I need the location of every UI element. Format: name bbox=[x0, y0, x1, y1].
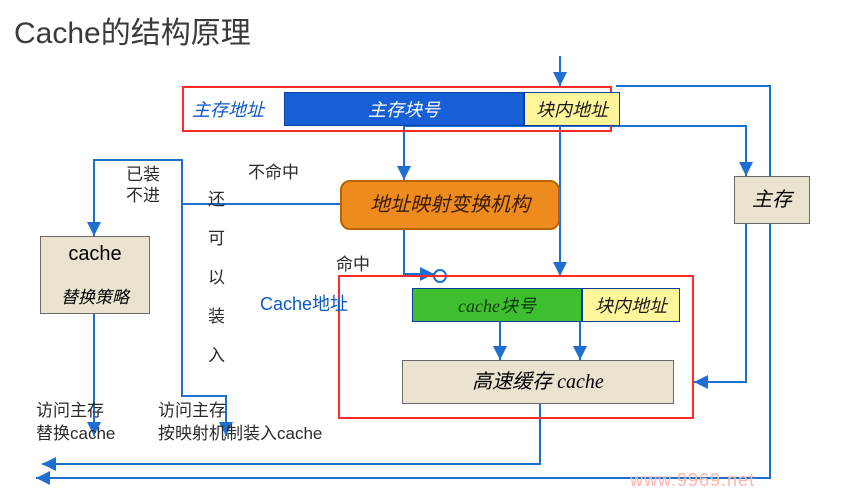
addr-segment: cache块号 bbox=[412, 288, 582, 322]
addr-segment: 块内地址 bbox=[524, 92, 620, 126]
main-memory-address-segments: 主存块号块内地址 bbox=[284, 92, 620, 126]
cache-replace-policy-box: cache替换策略 bbox=[40, 236, 150, 314]
label-can-load: 还 可 以 装 入 bbox=[208, 190, 225, 366]
label-loaded-cannot: 已装不进 bbox=[126, 164, 160, 207]
addr-segment: 主存块号 bbox=[284, 92, 524, 126]
cache-address-label: Cache地址 bbox=[260, 290, 348, 316]
addr-segment: 块内地址 bbox=[582, 288, 680, 322]
label-hit: 命中 bbox=[336, 250, 370, 275]
label-miss: 不命中 bbox=[248, 158, 299, 183]
main-memory-box: 主存 bbox=[734, 176, 810, 224]
cache-box: 高速缓存 cache bbox=[402, 360, 674, 404]
cache-address-segments: cache块号块内地址 bbox=[412, 288, 680, 322]
main-memory-address-label: 主存地址 bbox=[192, 96, 282, 122]
page-title: Cache的结构原理 bbox=[14, 8, 251, 52]
address-mapping-unit: 地址映射变换机构 bbox=[340, 180, 560, 230]
label-visit-replace: 访问主存替换cache bbox=[36, 400, 115, 446]
watermark: www.9969.net bbox=[630, 470, 755, 491]
label-visit-load: 访问主存按映射机制装入cache bbox=[158, 400, 322, 446]
